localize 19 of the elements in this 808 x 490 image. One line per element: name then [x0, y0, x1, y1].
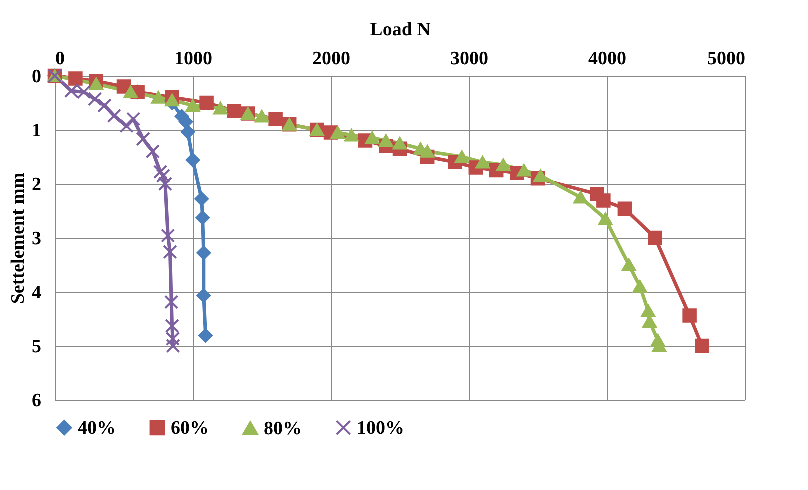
x-tick-label: 3000	[450, 48, 488, 70]
y-tick-label: 6	[32, 390, 42, 412]
legend-label: 60%	[171, 418, 209, 439]
legend-label: 40%	[78, 418, 116, 439]
legend-label: 80%	[264, 418, 302, 440]
x-tick-label: 4000	[588, 48, 626, 70]
x-tick-label: 2000	[312, 48, 350, 70]
y-tick-label: 0	[32, 66, 42, 88]
x-tick-label: 0	[56, 48, 65, 70]
x-tick-label: 5000	[708, 48, 746, 70]
legend-label: 100%	[357, 418, 404, 439]
y-tick-label: 5	[32, 336, 42, 358]
y-tick-label: 2	[32, 174, 42, 196]
y-tick-label: 4	[32, 282, 42, 304]
y-tick-label: 3	[32, 228, 42, 250]
x-tick-label: 1000	[174, 48, 212, 70]
x-axis-title: Load N	[370, 20, 432, 40]
y-axis-title: Settelement mm	[8, 172, 29, 304]
y-tick-label: 1	[32, 120, 42, 142]
